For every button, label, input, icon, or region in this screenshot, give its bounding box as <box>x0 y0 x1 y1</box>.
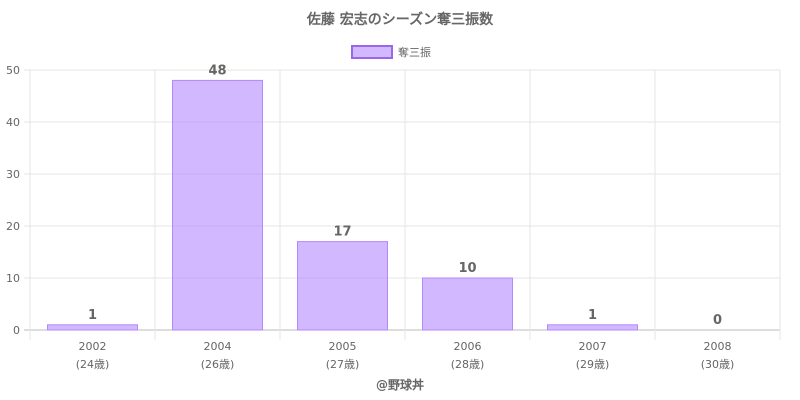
x-tick-sublabel: (27歳) <box>326 358 360 371</box>
y-tick-label: 20 <box>6 220 20 233</box>
data-label-2007: 1 <box>588 308 597 323</box>
data-label-2004: 48 <box>208 63 226 78</box>
x-tick-sublabel: (28歳) <box>451 358 485 371</box>
credit-text: @野球丼 <box>376 377 424 392</box>
x-tick-sublabel: (26歳) <box>201 358 235 371</box>
y-tick-label: 40 <box>6 116 20 129</box>
y-tick-label: 30 <box>6 168 20 181</box>
bars <box>47 79 638 331</box>
chart-title: 佐藤 宏志のシーズン奪三振数 <box>306 11 494 28</box>
bar-2005[interactable] <box>297 241 388 331</box>
x-tick-label: 2007 <box>579 340 607 353</box>
bar-2007[interactable] <box>547 324 638 331</box>
data-label-2006: 10 <box>458 261 476 276</box>
x-tick-label: 2006 <box>454 340 482 353</box>
x-tick-label: 2004 <box>204 340 232 353</box>
x-tick-label: 2008 <box>704 340 732 353</box>
x-tick-label: 2002 <box>79 340 107 353</box>
x-tick-label: 2005 <box>329 340 357 353</box>
y-tick-label: 0 <box>13 324 20 337</box>
bar-2004[interactable] <box>172 79 263 331</box>
legend-label: 奪三振 <box>398 45 431 59</box>
data-label-2002: 1 <box>88 308 97 323</box>
y-tick-label: 10 <box>6 272 20 285</box>
y-tick-label: 50 <box>6 64 20 77</box>
y-axis: 0 10 20 30 40 50 <box>6 64 20 337</box>
legend[interactable]: 奪三振 <box>351 45 431 59</box>
x-tick-sublabel: (29歳) <box>576 358 610 371</box>
bar-2002[interactable] <box>47 324 138 331</box>
grid <box>24 69 781 340</box>
bar-2006[interactable] <box>422 277 513 331</box>
x-axis: 2002 (24歳) 2004 (26歳) 2005 (27歳) 2006 (28歳) 2007… <box>76 340 735 371</box>
legend-swatch <box>351 45 393 59</box>
x-tick-sublabel: (24歳) <box>76 358 110 371</box>
data-label-2008: 0 <box>713 313 722 328</box>
data-label-2005: 17 <box>333 225 351 240</box>
x-tick-sublabel: (30歳) <box>701 358 735 371</box>
